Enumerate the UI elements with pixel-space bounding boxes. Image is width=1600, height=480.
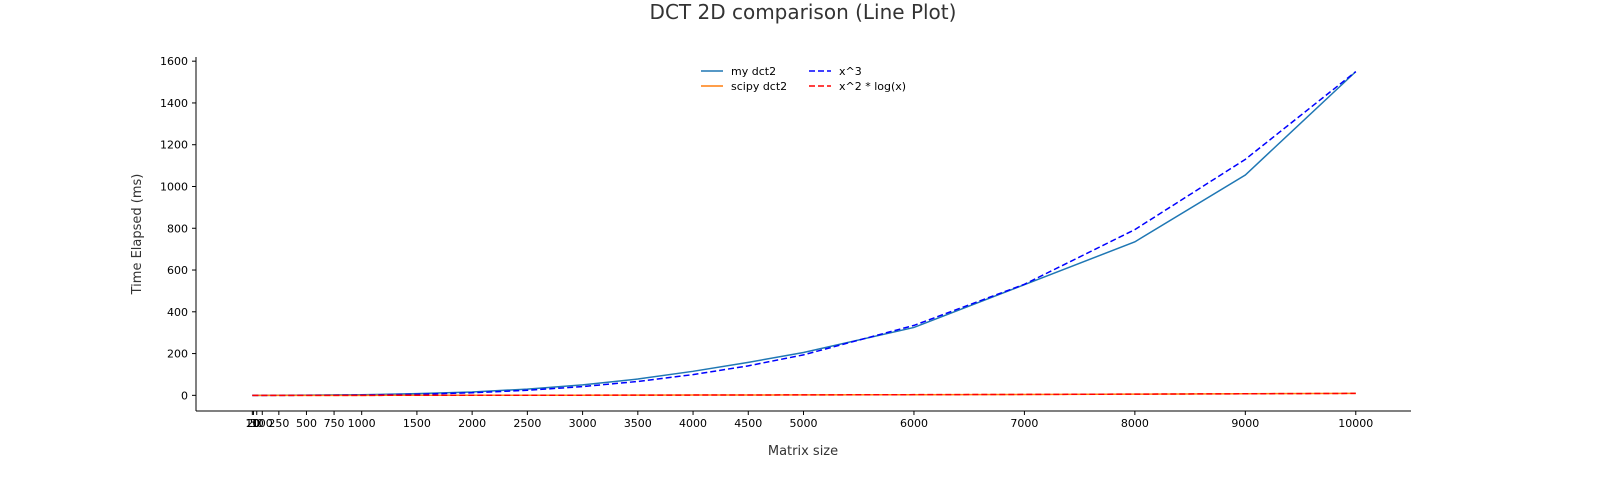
x-tick-label: 3500 <box>624 417 652 430</box>
x-tick-label: 500 <box>296 417 317 430</box>
legend-label: x^2 * log(x) <box>839 80 906 93</box>
x-tick-label: 750 <box>324 417 345 430</box>
x-axis-title: Matrix size <box>768 444 838 459</box>
plot-lines <box>252 71 1357 397</box>
x-tick-label: 10 <box>245 417 259 430</box>
axes <box>195 57 1411 412</box>
y-tick-label: 600 <box>167 264 188 277</box>
y-ticks: 0 200 400 600 800 1000 1200 1400 1600 <box>160 55 196 402</box>
y-tick-label: 1600 <box>160 55 188 68</box>
series-line <box>252 392 1356 397</box>
x-tick-label: 50 <box>250 417 264 430</box>
legend-label: x^3 <box>839 65 862 78</box>
legend: my dct2 scipy dct2 x^3 x^2 * log(x) <box>701 65 906 93</box>
x-tick-label: 5000 <box>790 417 818 430</box>
chart-title: DCT 2D comparison (Line Plot) <box>650 0 957 24</box>
x-tick-label: 10000 <box>1338 417 1373 430</box>
legend-label: my dct2 <box>731 65 776 78</box>
x-tick-label: 250 <box>268 417 289 430</box>
x-tick-label: 9000 <box>1231 417 1259 430</box>
y-axis-title: Time Elapsed (ms) <box>130 174 145 296</box>
x-tick-label: 3000 <box>569 417 597 430</box>
x-tick-label: 100 <box>252 417 273 430</box>
x-tick-label: 20 <box>246 417 260 430</box>
x-tick-label: 8000 <box>1121 417 1149 430</box>
x-tick-label: 4000 <box>679 417 707 430</box>
y-tick-label: 1200 <box>160 139 188 152</box>
y-tick-label: 0 <box>181 389 188 402</box>
y-tick-label: 1400 <box>160 97 188 110</box>
series-line <box>252 71 1357 397</box>
x-tick-label: 2500 <box>513 417 541 430</box>
x-tick-label: 1000 <box>348 417 376 430</box>
x-tick-label: 1500 <box>403 417 431 430</box>
legend-label: scipy dct2 <box>731 80 787 93</box>
y-tick-label: 200 <box>167 348 188 361</box>
x-tick-label: 7000 <box>1010 417 1038 430</box>
y-tick-label: 1000 <box>160 180 188 193</box>
x-tick-label: 4500 <box>734 417 762 430</box>
y-tick-label: 400 <box>167 306 188 319</box>
series-line <box>252 71 1357 397</box>
x-tick-label: 6000 <box>900 417 928 430</box>
x-tick-label: 2000 <box>458 417 486 430</box>
y-tick-label: 800 <box>167 222 188 235</box>
